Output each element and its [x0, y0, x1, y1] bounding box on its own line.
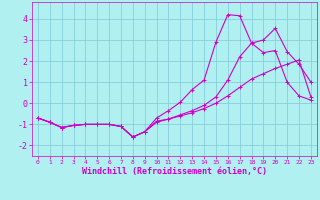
X-axis label: Windchill (Refroidissement éolien,°C): Windchill (Refroidissement éolien,°C): [82, 167, 267, 176]
